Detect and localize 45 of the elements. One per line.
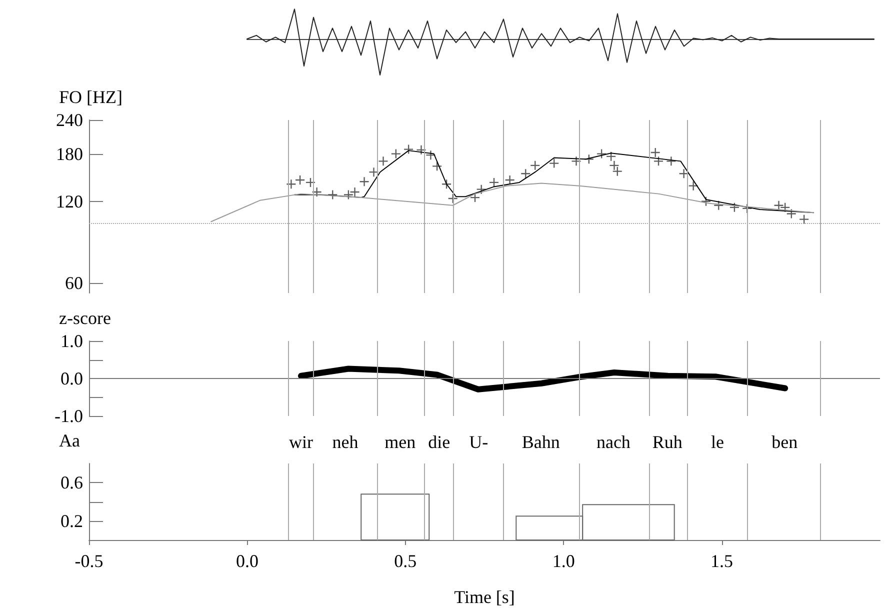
x-axis-title: Time [s] [454, 587, 515, 607]
text: wir [288, 432, 313, 452]
point [505, 175, 514, 184]
point [360, 177, 369, 186]
point [610, 160, 619, 170]
x-tick-label: -0.5 [74, 551, 104, 571]
point [350, 187, 360, 196]
text: le [711, 432, 724, 452]
point [550, 158, 559, 168]
point [774, 200, 784, 210]
text: nach [596, 432, 630, 452]
text: men [384, 432, 416, 452]
y-tick-label: 1.0 [60, 331, 83, 351]
point [369, 168, 378, 177]
point [404, 144, 414, 154]
y-tick-label: 0.2 [60, 510, 83, 531]
y-tick-label: 60 [65, 272, 83, 293]
point [378, 156, 388, 166]
text: ben [772, 432, 798, 452]
x-tick-label: 1.5 [710, 551, 734, 571]
x-tick-label: 0.5 [394, 551, 417, 571]
line-series [210, 182, 814, 222]
y-axis-title: FO [HZ] [59, 87, 122, 107]
text: die [428, 432, 450, 452]
y-axis-title: Aa [59, 430, 80, 450]
y-tick-label: 0.6 [60, 472, 83, 493]
point [800, 214, 809, 224]
point [679, 169, 688, 178]
text: Bahn [522, 432, 560, 452]
point [688, 181, 698, 190]
y-tick-label: -1.0 [54, 406, 83, 426]
point [654, 156, 664, 166]
point [344, 190, 353, 200]
y-tick-label: 120 [56, 191, 83, 212]
y-axis-title: z-score [59, 308, 111, 328]
point [286, 180, 296, 189]
text: U- [469, 432, 488, 452]
y-tick-label: 180 [56, 144, 83, 164]
text: neh [332, 432, 358, 452]
y-tick-label: 240 [56, 110, 83, 130]
x-tick-label: 0.0 [236, 551, 258, 571]
point [391, 149, 400, 158]
y-tick-label: 0.0 [60, 368, 83, 388]
text: Ruh [652, 432, 682, 452]
x-tick-label: 1.0 [552, 551, 575, 571]
